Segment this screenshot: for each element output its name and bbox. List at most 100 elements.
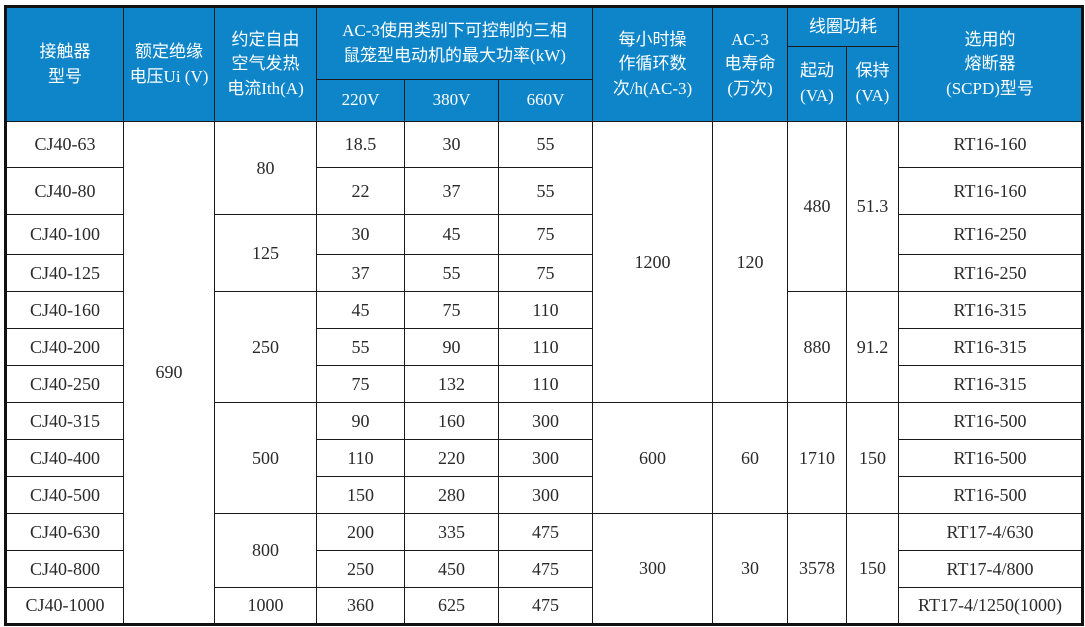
header-coil-hold: 保持 (VA) bbox=[846, 46, 899, 122]
table-row: CJ40-315 500 90 160 300 600 60 1710 150 … bbox=[5, 402, 1083, 514]
header-rated-insulation-voltage: 额定绝缘 电压Ui (V) bbox=[123, 6, 215, 122]
header-row-1: 接触器 型号 额定绝缘 电压Ui (V) 约定自由 空气发热 电流Ith(A) … bbox=[5, 6, 1083, 122]
cell-life: 60 bbox=[712, 402, 788, 514]
cell-p660: 475 bbox=[498, 550, 593, 588]
table-row: CJ40-125 37 55 75 RT16-250 bbox=[5, 254, 1083, 292]
header-row-3: 220V 380V 660V bbox=[6, 79, 1083, 122]
table-row: CJ40-160 250 45 75 110 880 91.2 RT16-315 bbox=[5, 291, 1083, 403]
contactor-spec-table: 接触器 型号 额定绝缘 电压Ui (V) 约定自由 空气发热 电流Ith(A) … bbox=[4, 5, 1084, 626]
cell-model: CJ40-800 bbox=[5, 550, 124, 588]
cell-coil-hold: 91.2 bbox=[846, 291, 899, 403]
cell-fuse: RT16-160 bbox=[898, 167, 1083, 215]
table-row: CJ40-250 75 132 110 RT16-315 bbox=[5, 365, 1083, 403]
header-220v: 220V bbox=[316, 79, 405, 122]
cell-model: CJ40-100 bbox=[5, 214, 124, 255]
cell-ith: 125 bbox=[214, 214, 317, 292]
cell-p380: 90 bbox=[404, 328, 499, 366]
table-row: CJ40-630 800 200 335 475 300 30 3578 150… bbox=[5, 513, 1083, 625]
cell-p380: 160 bbox=[404, 402, 499, 440]
cell-p380: 280 bbox=[404, 476, 499, 514]
table-row: CJ40-400 110 220 300 RT16-500 bbox=[5, 439, 1083, 477]
cell-coil-start: 880 bbox=[787, 291, 847, 403]
cell-coil-start: 480 bbox=[787, 121, 847, 292]
cell-p660: 110 bbox=[498, 291, 593, 329]
cell-fuse: RT16-250 bbox=[898, 214, 1083, 255]
cell-coil-hold: 150 bbox=[846, 402, 899, 514]
cell-p380: 45 bbox=[404, 214, 499, 255]
header-row-2: 起动 (VA) 保持 (VA) bbox=[6, 46, 1083, 122]
cell-p660: 110 bbox=[498, 365, 593, 403]
cell-p220: 37 bbox=[316, 254, 405, 292]
header-thermal-current: 约定自由 空气发热 电流Ith(A) bbox=[214, 6, 317, 122]
table-row: CJ40-800 250 450 475 RT17-4/800 bbox=[5, 550, 1083, 588]
header-coil-start: 起动 (VA) bbox=[787, 46, 847, 122]
header-electrical-life: AC-3 电寿命 (万次) bbox=[712, 6, 788, 122]
table-row: CJ40-100 125 30 45 75 RT16-250 bbox=[5, 214, 1083, 292]
cell-fuse: RT16-500 bbox=[898, 402, 1083, 440]
cell-life: 120 bbox=[712, 121, 788, 403]
cell-p380: 55 bbox=[404, 254, 499, 292]
cell-fuse: RT16-160 bbox=[898, 121, 1083, 168]
cell-coil-hold: 150 bbox=[846, 513, 899, 625]
cell-p380: 220 bbox=[404, 439, 499, 477]
cell-model: CJ40-125 bbox=[5, 254, 124, 292]
cell-ith: 1000 bbox=[214, 587, 317, 625]
cell-p220: 250 bbox=[316, 550, 405, 588]
table-row: CJ40-1000 1000 360 625 475 RT17-4/1250(1… bbox=[5, 587, 1083, 625]
cell-model: CJ40-160 bbox=[5, 291, 124, 329]
cell-fuse: RT16-250 bbox=[898, 254, 1083, 292]
cell-model: CJ40-400 bbox=[5, 439, 124, 477]
header-fuse-model: 选用的 熔断器 (SCPD)型号 bbox=[898, 6, 1083, 122]
cell-p660: 110 bbox=[498, 328, 593, 366]
header-contactor-model: 接触器 型号 bbox=[5, 6, 124, 122]
cell-fuse: RT16-500 bbox=[898, 476, 1083, 514]
cell-fuse: RT17-4/800 bbox=[898, 550, 1083, 588]
cell-p220: 75 bbox=[316, 365, 405, 403]
cell-p660: 475 bbox=[498, 587, 593, 625]
cell-ith: 250 bbox=[214, 291, 317, 403]
cell-p220: 22 bbox=[316, 167, 405, 215]
cell-model: CJ40-1000 bbox=[5, 587, 124, 625]
cell-p380: 450 bbox=[404, 550, 499, 588]
cell-ith: 80 bbox=[214, 121, 317, 215]
cell-model: CJ40-80 bbox=[5, 167, 124, 215]
cell-p660: 55 bbox=[498, 121, 593, 168]
cell-p220: 150 bbox=[316, 476, 405, 514]
cell-fuse: RT17-4/630 bbox=[898, 513, 1083, 551]
cell-p660: 300 bbox=[498, 439, 593, 477]
cell-model: CJ40-63 bbox=[5, 121, 124, 168]
cell-model: CJ40-200 bbox=[5, 328, 124, 366]
cell-p380: 625 bbox=[404, 587, 499, 625]
header-380v: 380V bbox=[404, 79, 499, 122]
header-ac3-power-group: AC-3使用类别下可控制的三相 鼠笼型电动机的最大功率(kW) bbox=[316, 6, 593, 80]
table-header: 接触器 型号 额定绝缘 电压Ui (V) 约定自由 空气发热 电流Ith(A) … bbox=[5, 6, 1083, 122]
cell-model: CJ40-500 bbox=[5, 476, 124, 514]
table-row: CJ40-500 150 280 300 RT16-500 bbox=[5, 476, 1083, 514]
cell-p220: 30 bbox=[316, 214, 405, 255]
table-row: CJ40-200 55 90 110 RT16-315 bbox=[5, 328, 1083, 366]
table-row: CJ40-63 690 80 18.5 30 55 1200 120 480 5… bbox=[5, 121, 1083, 625]
cell-coil-start: 3578 bbox=[787, 513, 847, 625]
cell-p380: 335 bbox=[404, 513, 499, 551]
cell-ui-voltage: 690 bbox=[123, 121, 215, 625]
cell-p660: 300 bbox=[498, 476, 593, 514]
cell-model: CJ40-250 bbox=[5, 365, 124, 403]
cell-p380: 30 bbox=[404, 121, 499, 168]
cell-p380: 37 bbox=[404, 167, 499, 215]
cell-model: CJ40-315 bbox=[5, 402, 124, 440]
cell-p660: 300 bbox=[498, 402, 593, 440]
cell-cycles: 300 bbox=[592, 513, 713, 625]
header-cycles-per-hour: 每小时操 作循环数 次/h(AC-3) bbox=[592, 6, 713, 122]
header-660v: 660V bbox=[498, 79, 593, 122]
cell-p380: 75 bbox=[404, 291, 499, 329]
cell-p220: 18.5 bbox=[316, 121, 405, 168]
cell-model: CJ40-630 bbox=[5, 513, 124, 551]
cell-fuse: RT16-315 bbox=[898, 365, 1083, 403]
cell-p220: 55 bbox=[316, 328, 405, 366]
table-row: CJ40-80 22 37 55 RT16-160 bbox=[5, 167, 1083, 215]
cell-p220: 200 bbox=[316, 513, 405, 551]
cell-ith: 500 bbox=[214, 402, 317, 514]
cell-p220: 90 bbox=[316, 402, 405, 440]
header-coil-power-group: 线圈功耗 bbox=[787, 6, 899, 47]
cell-p220: 360 bbox=[316, 587, 405, 625]
